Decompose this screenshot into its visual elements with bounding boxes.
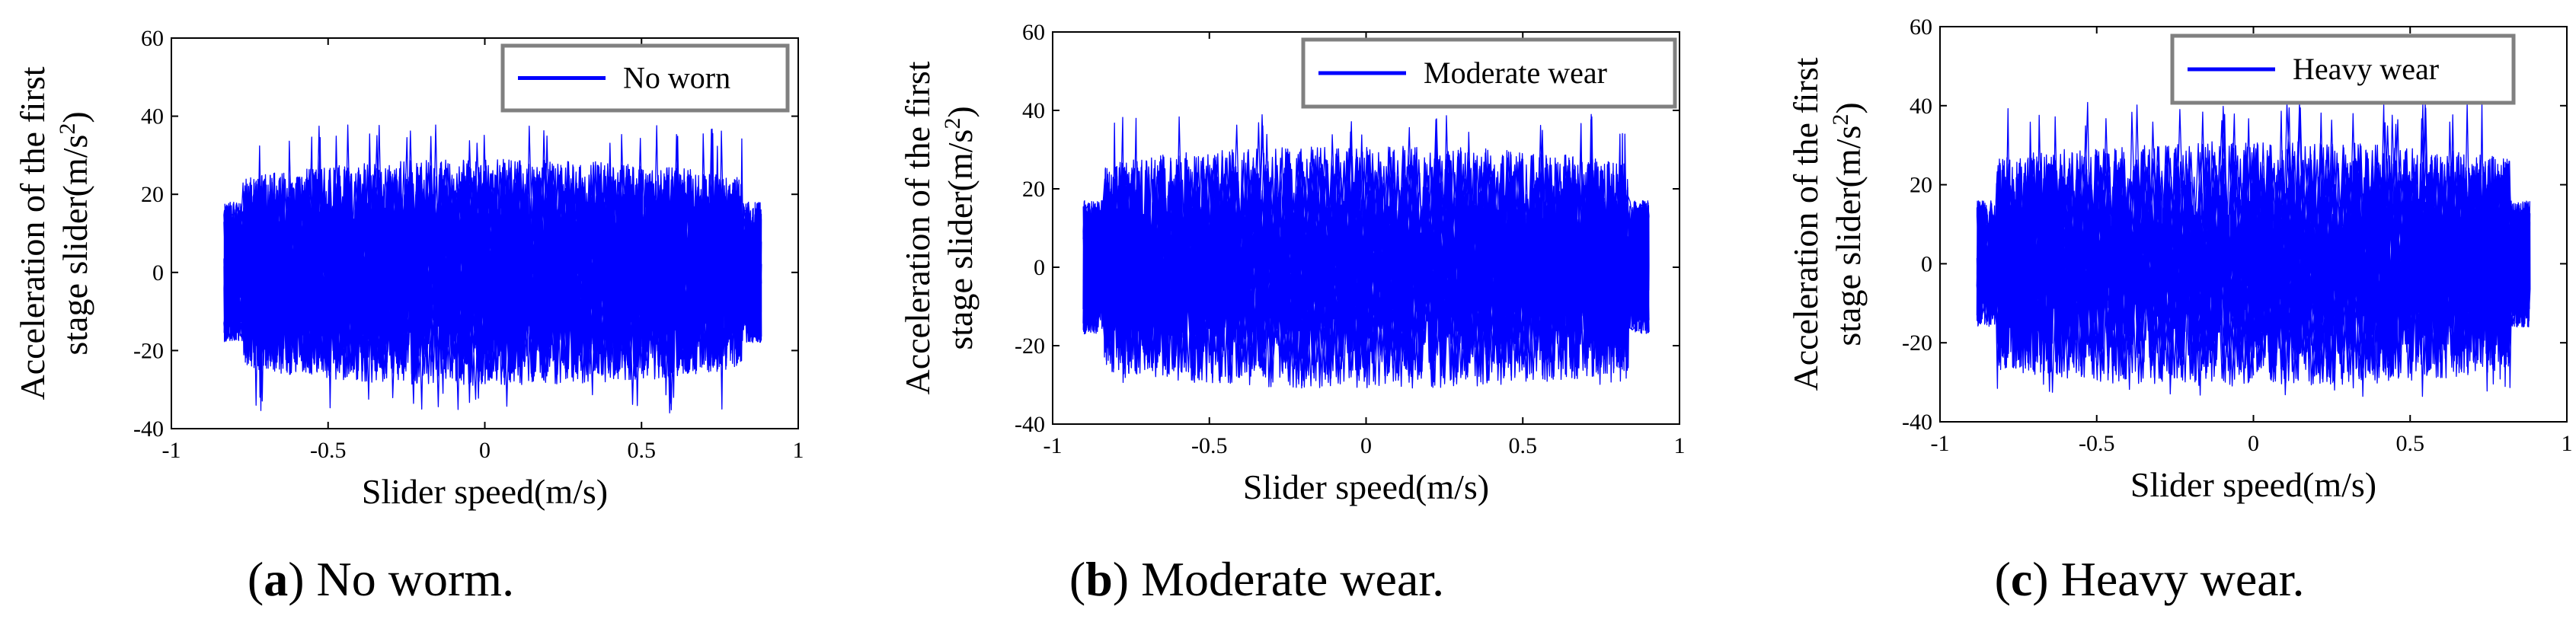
x-tick-label: -1 (1931, 431, 1950, 456)
chart-panel-a: -1 -0.5 0 0.5 1 -40 -20 0 20 40 60 Slider speed(m/s… (13, 26, 804, 606)
x-tick-label: -1 (162, 438, 181, 463)
y-tick-label: -20 (1015, 333, 1045, 359)
x-tick-label: 1 (793, 438, 804, 463)
y-tick-label: -20 (133, 338, 164, 363)
legend: Moderate wear (1301, 37, 1677, 109)
y-tick-label: 0 (1921, 251, 1932, 276)
chart-panel-c: -1 -0.5 0 0.5 1 -40 -20 0 20 40 60 Slider speed(m/s… (1786, 14, 2573, 606)
y-tick-label: 60 (1022, 20, 1045, 45)
y-tick-label: 40 (1910, 94, 1932, 119)
panel-caption: (a) No worm. (248, 552, 514, 606)
x-axis-title: Slider speed(m/s) (1243, 467, 1489, 506)
y-axis-title-line1: Acceleration of the first (898, 61, 937, 394)
y-tick-label: 20 (141, 182, 164, 207)
y-axis-title-line2: stage slider(m/s2) (940, 106, 980, 349)
y-tick-label: -40 (133, 416, 164, 442)
y-axis-title-line1: Acceleration of the first (13, 66, 52, 400)
y-tick-label: -40 (1902, 410, 1932, 435)
x-tick-label: -0.5 (2079, 431, 2115, 456)
x-tick-label: -1 (1044, 433, 1063, 458)
x-tick-label: -0.5 (310, 438, 347, 463)
x-axis-title: Slider speed(m/s) (362, 472, 608, 511)
x-tick-label: 0.5 (628, 438, 657, 463)
x-tick-label: 0 (2248, 431, 2259, 456)
y-tick-label: 60 (1910, 14, 1932, 40)
y-tick-label: 0 (1034, 255, 1045, 280)
series-line-heavy-wear (1976, 101, 2531, 397)
y-axis-title-line2: stage slider(m/s2) (55, 111, 94, 355)
x-tick-label: -0.5 (1191, 433, 1228, 458)
y-tick-label: -40 (1015, 412, 1045, 437)
series-line-no-worn (223, 124, 762, 413)
y-axis-title-line1: Acceleration of the first (1786, 57, 1825, 391)
y-tick-label: 40 (141, 104, 164, 129)
legend-label: Heavy wear (2293, 52, 2439, 86)
series-line-moderate-wear (1082, 113, 1650, 389)
y-axis-title-line2: stage slider(m/s2) (1828, 102, 1868, 346)
y-tick-label: 20 (1910, 173, 1932, 198)
x-tick-label: 0 (1360, 433, 1372, 458)
panel-caption: (c) Heavy wear. (1995, 552, 2305, 606)
y-tick-label: -20 (1902, 330, 1932, 356)
legend: Heavy wear (2170, 34, 2516, 105)
x-tick-label: 0 (479, 438, 491, 463)
x-tick-label: 1 (1674, 433, 1686, 458)
chart-panel-b: -1 -0.5 0 0.5 1 -40 -20 0 20 40 60 Slider speed(m/s… (898, 20, 1686, 606)
x-tick-label: 0.5 (2396, 431, 2425, 456)
x-tick-label: 1 (2562, 431, 2573, 456)
y-tick-label: 40 (1022, 98, 1045, 123)
x-tick-label: 0.5 (1509, 433, 1538, 458)
legend: No worn (500, 43, 790, 113)
y-tick-label: 20 (1022, 177, 1045, 202)
panel-caption: (b) Moderate wear. (1069, 552, 1444, 606)
y-tick-label: 0 (152, 260, 164, 286)
legend-label: Moderate wear (1424, 56, 1607, 90)
x-axis-title: Slider speed(m/s) (2130, 465, 2376, 504)
legend-label: No worn (623, 61, 730, 95)
y-tick-label: 60 (141, 26, 164, 51)
